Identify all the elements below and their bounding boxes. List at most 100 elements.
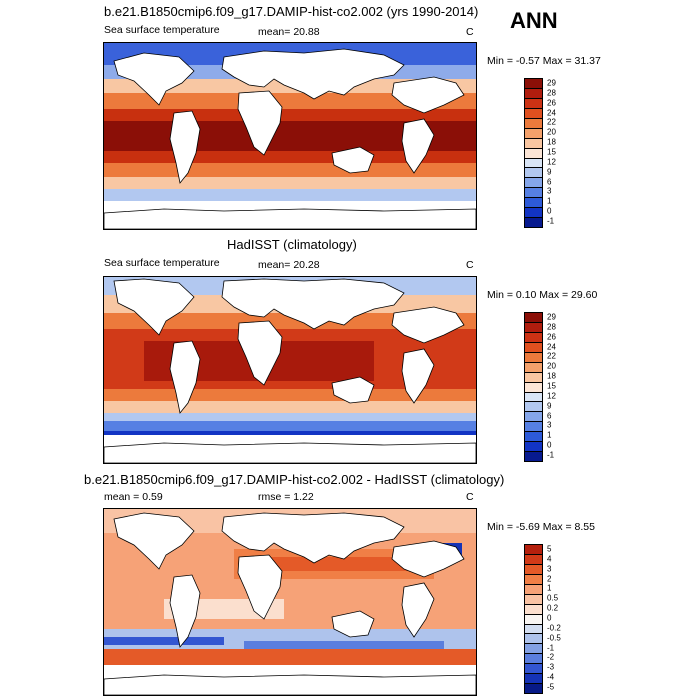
colorbar-swatch [525, 178, 542, 189]
colorbar-label: 5 [547, 544, 552, 554]
colorbar-swatch [525, 452, 542, 462]
colorbar-label: -5 [547, 682, 555, 692]
colorbar-swatch [525, 634, 542, 645]
panel2-map-svg [104, 277, 476, 463]
colorbar-swatch [525, 362, 542, 373]
panel1-units: C [466, 26, 474, 38]
colorbar-swatch [525, 442, 542, 453]
colorbar-swatch [525, 432, 542, 443]
colorbar-label: 15 [547, 147, 556, 157]
colorbar-swatch [525, 614, 542, 625]
colorbar-swatch [525, 138, 542, 149]
colorbar-label: 1 [547, 196, 552, 206]
colorbar-label: 1 [547, 583, 552, 593]
colorbar-swatch [525, 218, 542, 228]
colorbar-label: -3 [547, 662, 555, 672]
panel3-colorbar [524, 544, 543, 694]
colorbar-swatch [525, 554, 542, 565]
colorbar-swatch [525, 79, 542, 89]
colorbar-label: -0.2 [547, 623, 561, 633]
panel1-subtitle: Sea surface temperature [104, 24, 220, 36]
panel2-title: HadISST (climatology) [227, 237, 357, 252]
colorbar-swatch [525, 98, 542, 109]
colorbar-label: 9 [547, 401, 552, 411]
panel3-title: b.e21.B1850cmip6.f09_g17.DAMIP-hist-co2.… [84, 472, 505, 487]
panel1-minmax: Min = -0.57 Max = 31.37 [487, 55, 601, 67]
colorbar-swatch [525, 664, 542, 675]
colorbar-label: 28 [547, 322, 556, 332]
colorbar-label: 9 [547, 167, 552, 177]
colorbar-label: 29 [547, 312, 556, 322]
colorbar-label: 0 [547, 440, 552, 450]
colorbar-swatch [525, 584, 542, 595]
colorbar-label: 6 [547, 411, 552, 421]
colorbar-swatch [525, 352, 542, 363]
colorbar-swatch [525, 644, 542, 655]
colorbar-label: 28 [547, 88, 556, 98]
colorbar-swatch [525, 372, 542, 383]
colorbar-swatch [525, 88, 542, 99]
colorbar-label: 12 [547, 157, 556, 167]
panel3-map-svg [104, 509, 476, 695]
colorbar-label: 3 [547, 420, 552, 430]
colorbar-swatch [525, 674, 542, 685]
colorbar-swatch [525, 148, 542, 159]
colorbar-swatch [525, 564, 542, 575]
colorbar-swatch [525, 118, 542, 129]
colorbar-label: 0 [547, 206, 552, 216]
panel1-map-svg [104, 43, 476, 229]
colorbar-label: 22 [547, 351, 556, 361]
panel1-map [103, 42, 477, 230]
panel2-colorbar [524, 312, 543, 462]
colorbar-label: 26 [547, 98, 556, 108]
colorbar-swatch [525, 198, 542, 209]
colorbar-label: -2 [547, 652, 555, 662]
panel3-map [103, 508, 477, 696]
panel1-title: b.e21.B1850cmip6.f09_g17.DAMIP-hist-co2.… [104, 4, 479, 19]
panel1-colorbar [524, 78, 543, 228]
colorbar-label: 22 [547, 117, 556, 127]
colorbar-label: 3 [547, 564, 552, 574]
panel2-units: C [466, 259, 474, 271]
colorbar-swatch [525, 684, 542, 694]
colorbar-swatch [525, 545, 542, 555]
colorbar-label: -0.5 [547, 633, 561, 643]
colorbar-swatch [525, 208, 542, 219]
colorbar-label: -1 [547, 643, 555, 653]
colorbar-swatch [525, 654, 542, 665]
colorbar-swatch [525, 422, 542, 433]
panel3-minmax: Min = -5.69 Max = 8.55 [487, 521, 595, 533]
colorbar-label: 1 [547, 430, 552, 440]
season-label: ANN [510, 8, 558, 33]
colorbar-label: 24 [547, 108, 556, 118]
colorbar-label: -1 [547, 216, 555, 226]
colorbar-label: 0.5 [547, 593, 559, 603]
colorbar-label: 18 [547, 137, 556, 147]
colorbar-swatch [525, 624, 542, 635]
colorbar-swatch [525, 604, 542, 615]
colorbar-label: 2 [547, 574, 552, 584]
panel3-mean: mean = 0.59 [104, 491, 163, 503]
colorbar-swatch [525, 108, 542, 119]
colorbar-swatch [525, 313, 542, 323]
colorbar-label: -1 [547, 450, 555, 460]
colorbar-swatch [525, 382, 542, 393]
panel3-units: C [466, 491, 474, 503]
colorbar-label: 0 [547, 613, 552, 623]
colorbar-swatch [525, 332, 542, 343]
colorbar-label: 26 [547, 332, 556, 342]
panel2-mean: mean= 20.28 [258, 259, 320, 271]
colorbar-label: 29 [547, 78, 556, 88]
colorbar-swatch [525, 574, 542, 585]
colorbar-swatch [525, 158, 542, 169]
colorbar-label: -4 [547, 672, 555, 682]
colorbar-swatch [525, 128, 542, 139]
colorbar-label: 20 [547, 361, 556, 371]
colorbar-swatch [525, 168, 542, 179]
colorbar-swatch [525, 412, 542, 423]
colorbar-label: 6 [547, 177, 552, 187]
colorbar-swatch [525, 402, 542, 413]
colorbar-swatch [525, 392, 542, 403]
colorbar-label: 20 [547, 127, 556, 137]
colorbar-label: 4 [547, 554, 552, 564]
